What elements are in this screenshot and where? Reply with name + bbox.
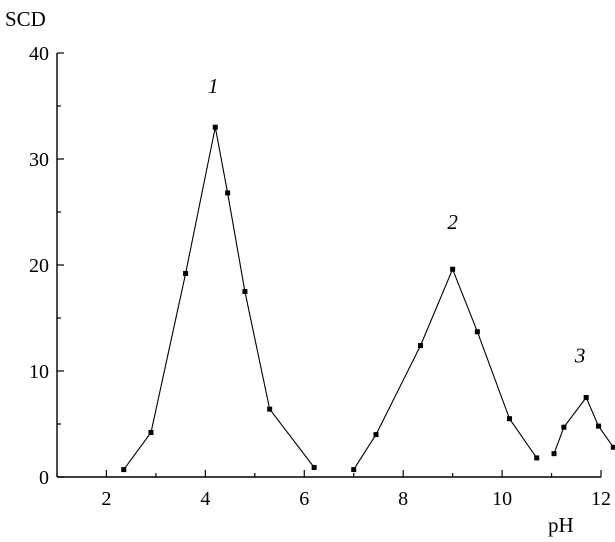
data-point xyxy=(311,464,317,470)
y-tick-label-10: 10 xyxy=(29,361,49,383)
data-point xyxy=(373,432,379,438)
data-point xyxy=(474,329,480,335)
y-ticks: 0 10 20 30 40 xyxy=(29,43,64,489)
data-point xyxy=(507,416,513,422)
data-point xyxy=(596,423,602,429)
data-point xyxy=(551,451,557,457)
data-point xyxy=(450,266,456,272)
series-2: 2 xyxy=(351,210,540,473)
data-point xyxy=(183,270,189,276)
data-point xyxy=(225,190,231,196)
x-tick-label-8: 8 xyxy=(398,488,408,510)
y-tick-label-0: 0 xyxy=(39,467,49,489)
axes xyxy=(56,53,601,478)
x-tick-label-10: 10 xyxy=(492,488,512,510)
data-point xyxy=(212,124,218,130)
data-point xyxy=(242,289,248,294)
y-tick-label-20: 20 xyxy=(29,255,49,277)
data-point xyxy=(148,429,154,435)
x-ticks: 2 4 6 8 10 12 xyxy=(56,470,611,510)
series-2-line xyxy=(353,267,538,470)
x-tick-label-2: 2 xyxy=(101,488,111,510)
data-point xyxy=(583,395,589,400)
plot-area: 1 2 3 xyxy=(121,74,615,473)
y-tick-label-30: 30 xyxy=(29,149,49,171)
x-tick-label-6: 6 xyxy=(299,488,309,510)
x-tick-label-12: 12 xyxy=(591,488,611,510)
series-label-3: 3 xyxy=(574,344,586,368)
y-axis-title: SCD xyxy=(5,7,46,31)
x-tick-label-4: 4 xyxy=(200,488,210,510)
data-point xyxy=(267,406,273,412)
data-point xyxy=(121,467,127,473)
x-axis-title: pH xyxy=(548,513,574,537)
series-1: 1 xyxy=(121,74,317,473)
data-point xyxy=(417,343,423,349)
data-point xyxy=(561,424,567,430)
y-tick-label-40: 40 xyxy=(29,43,49,65)
series-label-1: 1 xyxy=(208,74,219,98)
series-1-line xyxy=(123,127,315,470)
data-point xyxy=(534,455,540,461)
data-point xyxy=(610,444,615,450)
data-point xyxy=(351,467,357,473)
series-label-2: 2 xyxy=(447,210,458,234)
series-3: 3 xyxy=(551,344,615,457)
